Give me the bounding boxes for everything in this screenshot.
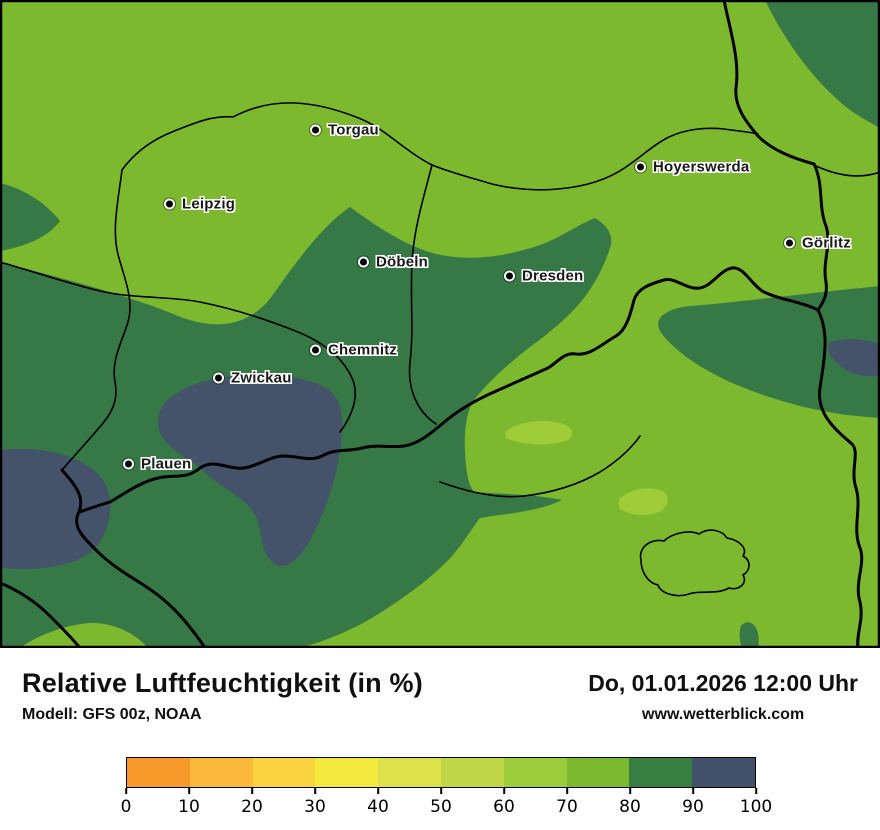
city-marker-dresden: Dresden [504,268,583,285]
colorbar-segment-40-50 [378,758,441,787]
colorbar-tick-label: 40 [367,797,389,817]
model-label: Modell: GFS 00z, NOAA [22,706,202,723]
city-label: Döbeln [376,253,429,271]
map-canvas [0,0,880,648]
city-dot-icon [123,458,134,470]
colorbar-tick-label: 100 [739,797,773,817]
city-marker-dbeln: Döbeln [358,254,428,271]
colorbar-segment-20-30 [252,758,316,787]
colorbar-segment-50-60 [440,758,504,787]
city-dot-icon [784,237,795,249]
state-borders [0,102,880,597]
city-marker-chemnitz: Chemnitz [310,342,397,359]
map-frame [0,0,880,648]
city-marker-hoyerswerda: Hoyerswerda [635,159,749,176]
colorbar-tick [629,788,631,794]
colorbar-tick [503,788,505,794]
region-humidity-90-100 [0,339,880,569]
colorbar-tick-label: 30 [304,797,326,817]
colorbar-tick-label: 10 [178,797,200,817]
city-marker-grlitz: Görlitz [784,235,851,252]
footer-title-row: Relative Luftfeuchtigkeit (in %) Do, 01.… [22,668,858,724]
city-dot-icon [504,270,515,282]
city-label: Zwickau [231,369,292,387]
datetime-label: Do, 01.01.2026 12:00 Uhr [588,670,858,696]
colorbar-tick [125,788,127,794]
colorbar-segment-60-70 [503,758,567,787]
colorbar-tick [377,788,379,794]
colorbar-tick [692,788,694,794]
colorbar-tick [755,788,757,794]
colorbar-ticks: 0 10 20 30 40 50 60 70 80 90 100 [121,788,772,822]
city-marker-zwickau: Zwickau [213,370,292,387]
city-dot-icon [164,198,175,210]
city-label: Dresden [522,267,584,285]
region-humidity-60-70 [505,421,668,515]
colorbar-tick-label: 90 [682,797,704,817]
city-marker-leipzig: Leipzig [164,196,235,213]
city-label: Chemnitz [328,341,398,359]
colorbar-tick-label: 20 [241,797,263,817]
colorbar-tick-label: 70 [556,797,578,817]
colorbar-tick [314,788,316,794]
city-dot-icon [310,124,321,136]
colorbar-tick-label: 50 [430,797,452,817]
humidity-colorbar [126,757,756,788]
colorbar-tick-label: 80 [619,797,641,817]
colorbar-tick-label: 60 [493,797,515,817]
humidity-map: Torgau Leipzig Hoyerswerda Görlitz Döbeln Dre… [0,0,880,648]
colorbar-tick-label: 0 [120,797,132,817]
city-label: Plauen [141,455,192,473]
city-label: Torgau [328,121,379,139]
colorbar-segment-0-10 [127,758,190,787]
city-dot-icon [310,344,321,356]
footer-right-column: Do, 01.01.2026 12:00 Uhr www.wetterblick… [588,668,858,724]
colorbar-segment-80-90 [629,758,693,787]
city-label: Görlitz [802,234,851,252]
city-label: Hoyerswerda [653,158,750,176]
colorbar-tick [566,788,568,794]
colorbar-segment-30-40 [315,758,379,787]
colorbar-tick [440,788,442,794]
country-borders [0,0,864,648]
city-label: Leipzig [182,195,236,213]
colorbar-tick [251,788,253,794]
colorbar-tick [188,788,190,794]
city-marker-plauen: Plauen [123,456,191,473]
footer: Relative Luftfeuchtigkeit (in %) Do, 01.… [0,650,880,830]
colorbar-segment-70-80 [566,758,630,787]
page-title: Relative Luftfeuchtigkeit (in %) [22,668,423,698]
city-dot-icon [635,161,646,173]
city-dot-icon [358,256,369,268]
colorbar-segment-90-100 [692,758,755,787]
city-marker-torgau: Torgau [310,122,379,139]
colorbar-segment-10-20 [189,758,253,787]
website-label: www.wetterblick.com [642,706,805,723]
city-dot-icon [213,372,224,384]
